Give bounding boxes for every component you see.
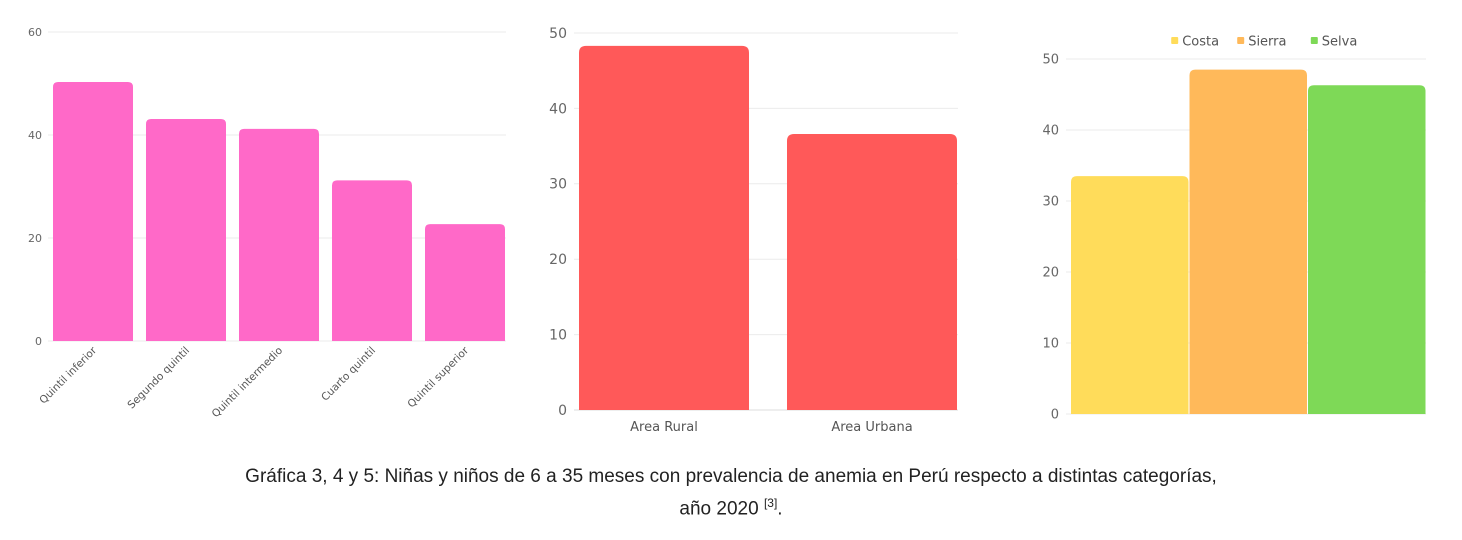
y-tick-label: 10 <box>1042 337 1059 352</box>
y-tick-label: 40 <box>28 129 42 142</box>
chart-3: 0 20 40 60 Quintil inferior Segundo quintil Qu… <box>28 26 506 420</box>
caption-reference: [3] <box>763 496 778 510</box>
legend-label: Costa <box>1182 35 1219 50</box>
y-tick-label: 50 <box>549 26 567 42</box>
x-category-label: Quintil intermedio <box>210 345 285 420</box>
bar <box>425 224 505 341</box>
y-tick-label: 20 <box>549 252 567 268</box>
y-tick-label: 40 <box>1042 124 1059 139</box>
bar <box>1071 176 1189 414</box>
y-tick-label: 30 <box>1042 195 1059 210</box>
y-tick-label: 60 <box>28 26 42 39</box>
y-tick-label: 20 <box>28 232 42 245</box>
chart-4: 0 10 20 30 40 50 Area Rural Area Urbana <box>549 26 958 435</box>
legend-swatch <box>1310 37 1318 44</box>
legend-swatch <box>1237 37 1245 44</box>
caption-line-1: Gráfica 3, 4 y 5: Niñas y niños de 6 a 3… <box>245 466 1217 487</box>
figure-caption: Gráfica 3, 4 y 5: Niñas y niños de 6 a 3… <box>0 466 1462 520</box>
bar <box>1189 69 1307 415</box>
bar <box>53 81 133 341</box>
y-tick-label: 0 <box>35 335 42 348</box>
x-category-label: Cuarto quintil <box>319 345 378 404</box>
chart-5: 0 10 20 30 40 50 Costa Sierra Selva <box>1042 35 1426 423</box>
x-category-label: Quintil inferior <box>37 344 99 406</box>
bar <box>1308 85 1426 415</box>
y-tick-label: 0 <box>558 403 567 419</box>
legend-label: Sierra <box>1248 35 1286 50</box>
y-tick-label: 10 <box>549 328 567 344</box>
caption-line-2: año 2020 [3]. <box>0 496 1462 520</box>
caption-year: año 2020 <box>679 498 759 520</box>
x-category-label: Area Rural <box>630 420 698 435</box>
y-tick-label: 40 <box>549 101 567 117</box>
charts-canvas: 0 20 40 60 Quintil inferior Segundo quintil Qu… <box>28 26 1426 435</box>
bar <box>787 134 957 410</box>
legend-swatch <box>1171 37 1179 44</box>
bar <box>239 128 319 341</box>
y-tick-label: 0 <box>1051 408 1059 423</box>
caption-period: . <box>777 498 783 520</box>
x-category-label: Quintil superior <box>405 344 471 410</box>
y-tick-label: 30 <box>549 177 567 193</box>
x-category-label: Segundo quintil <box>125 345 192 412</box>
y-tick-label: 20 <box>1042 266 1059 281</box>
bar <box>332 180 412 341</box>
x-category-label: Area Urbana <box>831 420 912 435</box>
bar <box>146 119 226 341</box>
bar <box>579 45 749 411</box>
y-tick-label: 50 <box>1042 53 1059 68</box>
legend-label: Selva <box>1322 35 1358 50</box>
